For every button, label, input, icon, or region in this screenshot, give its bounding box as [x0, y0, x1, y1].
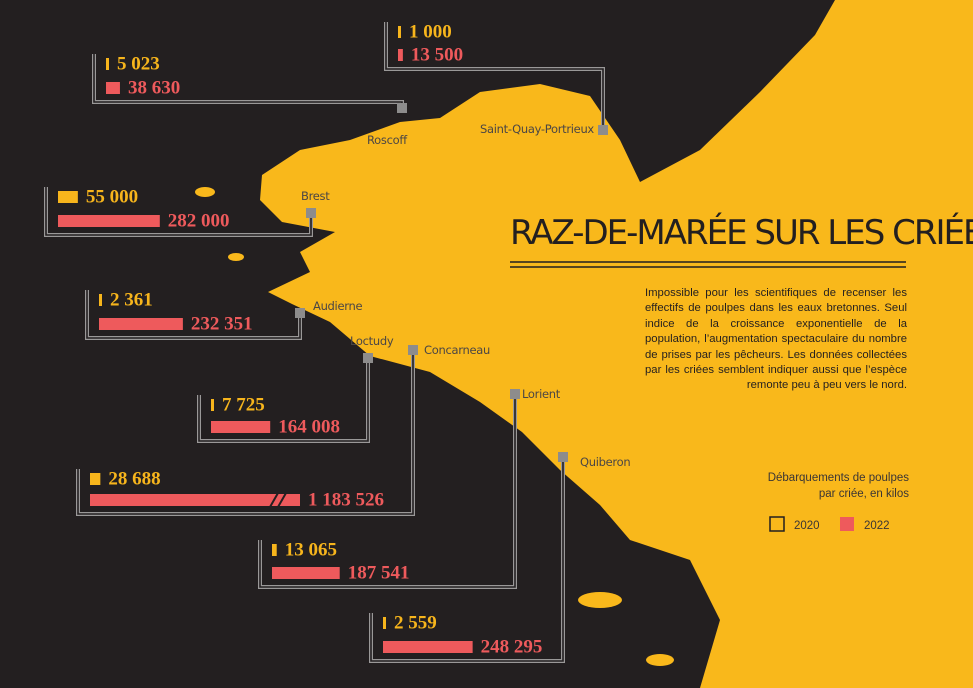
bar — [383, 617, 386, 629]
marker — [397, 103, 407, 113]
port-label: Audierne — [313, 299, 362, 313]
leader — [45, 187, 312, 236]
port-label: Quiberon — [580, 455, 630, 469]
legend-swatch — [840, 517, 854, 531]
bar — [211, 421, 271, 433]
bar — [106, 82, 120, 94]
leader — [86, 290, 301, 339]
bar — [398, 49, 403, 61]
value-label: 187 541 — [348, 562, 410, 583]
island — [228, 253, 244, 261]
title: RAZ-DE-MARÉE SUR LES CRIÉES — [510, 212, 973, 253]
value-label: 1 183 526 — [308, 489, 384, 510]
value-label: 2 559 — [394, 612, 437, 633]
value-label: 232 351 — [191, 313, 253, 334]
marker — [510, 389, 520, 399]
bar-break — [277, 492, 287, 508]
brittany — [260, 0, 973, 688]
marker — [306, 208, 316, 218]
marker — [598, 125, 608, 135]
island — [195, 187, 215, 197]
port-label: Lorient — [522, 387, 561, 401]
leader — [370, 457, 564, 662]
bar — [106, 58, 109, 70]
value-label: 5 023 — [117, 53, 160, 74]
marker — [408, 345, 418, 355]
bar — [58, 191, 78, 203]
value-label: 164 008 — [278, 416, 340, 437]
legend-swatch — [769, 516, 785, 532]
value-label: 13 065 — [285, 539, 337, 560]
port-label: Brest — [301, 189, 330, 203]
value-label: 7 725 — [222, 394, 265, 415]
port-label: Roscoff — [367, 133, 408, 147]
value-label: 55 000 — [86, 186, 138, 207]
value-label: 38 630 — [128, 77, 180, 98]
island — [646, 654, 674, 666]
legend-label: 2020 — [794, 520, 820, 532]
bar — [90, 473, 101, 485]
leader — [198, 358, 369, 442]
bar — [383, 641, 473, 653]
leader — [385, 22, 604, 130]
value-label: 248 295 — [481, 636, 543, 657]
bar — [211, 399, 214, 411]
bar — [398, 26, 401, 38]
value-label: 2 361 — [110, 289, 153, 310]
legend-label: 2022 — [864, 520, 890, 532]
bar — [272, 567, 340, 579]
bar — [99, 294, 102, 306]
bar — [90, 494, 300, 506]
value-label: 282 000 — [168, 210, 230, 231]
legend-title: Débarquements de poulpes par criée, en k… — [767, 472, 909, 500]
value-label: 13 500 — [411, 44, 463, 65]
island — [578, 592, 622, 608]
bar — [99, 318, 183, 330]
bar — [272, 544, 277, 556]
bar-break — [269, 492, 279, 508]
port-label: Concarneau — [424, 343, 490, 357]
port-label: Loctudy — [350, 334, 394, 348]
value-label: 28 688 — [108, 468, 160, 489]
land — [195, 0, 973, 688]
marker — [363, 353, 373, 363]
leader — [77, 350, 414, 515]
value-label: 1 000 — [409, 21, 452, 42]
leader — [259, 394, 516, 588]
marker — [558, 452, 568, 462]
port-label: Saint-Quay-Portrieux — [480, 122, 594, 136]
description: Impossible pour les scientifiques de rec… — [645, 287, 907, 392]
bar — [58, 215, 160, 227]
marker — [295, 308, 305, 318]
